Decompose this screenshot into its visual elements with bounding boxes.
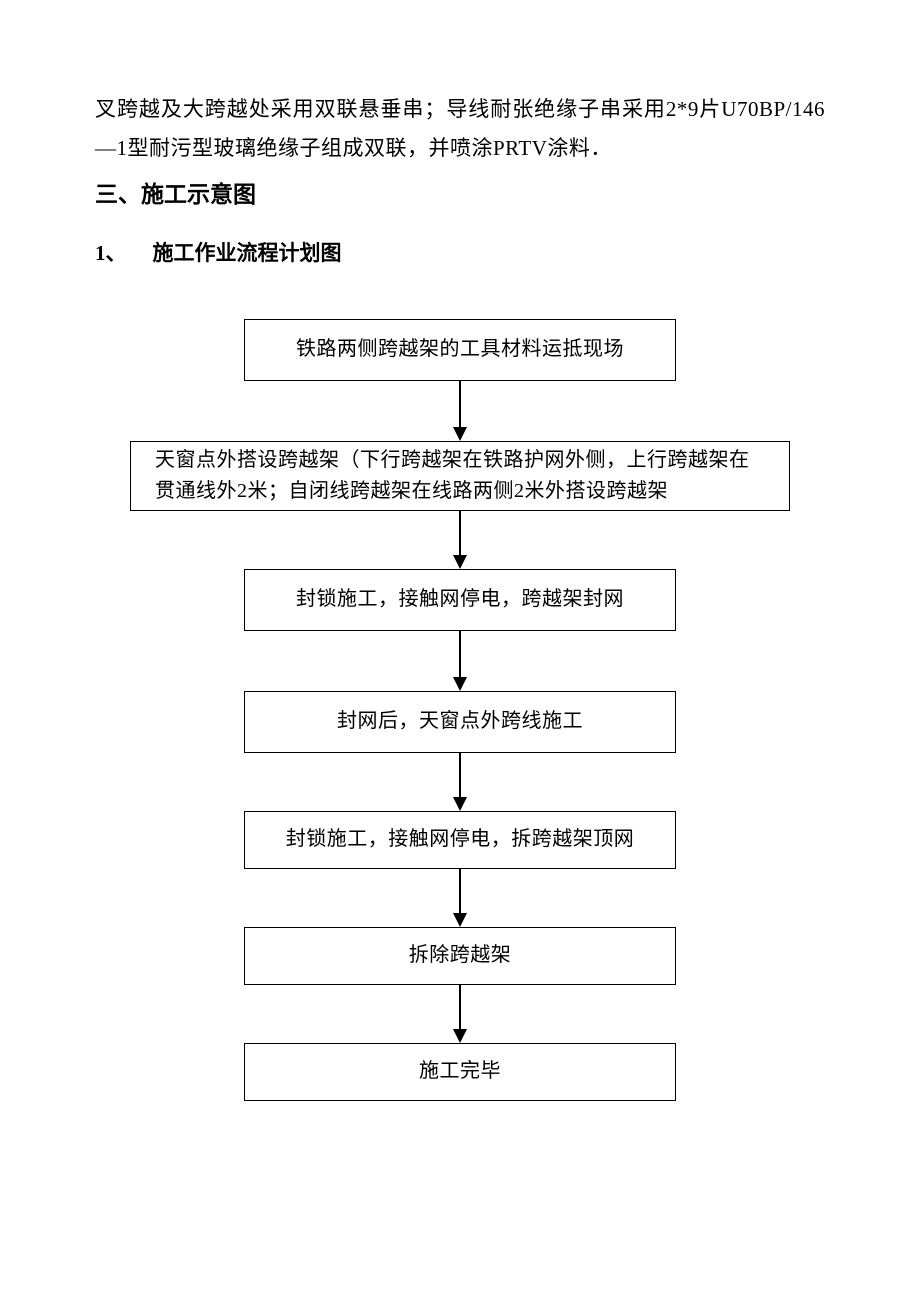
subsection-title: 施工作业流程计划图: [153, 241, 342, 265]
arrow-down-icon: [453, 913, 467, 927]
flow-arrow-6: [453, 985, 467, 1043]
flowchart: 铁路两侧跨越架的工具材料运抵现场 天窗点外搭设跨越架（下行跨越架在铁路护网外侧，…: [95, 319, 825, 1101]
flow-node-7-label: 施工完毕: [261, 1056, 659, 1087]
subsection-heading: 1、 施工作业流程计划图: [95, 235, 825, 273]
flow-arrow-1: [453, 381, 467, 441]
flow-node-6-label: 拆除跨越架: [261, 940, 659, 971]
arrow-down-icon: [453, 555, 467, 569]
flow-node-1-label: 铁路两侧跨越架的工具材料运抵现场: [261, 334, 659, 365]
arrow-line-icon: [459, 869, 461, 913]
arrow-line-icon: [459, 985, 461, 1029]
arrow-line-icon: [459, 753, 461, 797]
flow-node-4: 封网后，天窗点外跨线施工: [244, 691, 676, 753]
arrow-down-icon: [453, 677, 467, 691]
flow-node-2: 天窗点外搭设跨越架（下行跨越架在铁路护网外侧，上行跨越架在贯通线外2米；自闭线跨…: [130, 441, 790, 511]
flow-node-3-label: 封锁施工，接触网停电，跨越架封网: [261, 584, 659, 615]
flow-node-5: 封锁施工，接触网停电，拆跨越架顶网: [244, 811, 676, 869]
arrow-line-icon: [459, 381, 461, 427]
arrow-line-icon: [459, 511, 461, 555]
subsection-number: 1、: [95, 235, 127, 273]
flow-arrow-5: [453, 869, 467, 927]
arrow-down-icon: [453, 1029, 467, 1043]
flow-node-5-label: 封锁施工，接触网停电，拆跨越架顶网: [261, 824, 659, 855]
arrow-down-icon: [453, 427, 467, 441]
intro-paragraph: 叉跨越及大跨越处采用双联悬垂串；导线耐张绝缘子串采用2*9片U70BP/146—…: [95, 90, 825, 168]
section-heading: 三、施工示意图: [95, 174, 825, 215]
flow-arrow-2: [453, 511, 467, 569]
flow-node-4-label: 封网后，天窗点外跨线施工: [261, 706, 659, 737]
flow-node-3: 封锁施工，接触网停电，跨越架封网: [244, 569, 676, 631]
flow-arrow-3: [453, 631, 467, 691]
flow-arrow-4: [453, 753, 467, 811]
arrow-line-icon: [459, 631, 461, 677]
flow-node-2-label: 天窗点外搭设跨越架（下行跨越架在铁路护网外侧，上行跨越架在贯通线外2米；自闭线跨…: [155, 445, 765, 507]
flow-node-7: 施工完毕: [244, 1043, 676, 1101]
flow-node-6: 拆除跨越架: [244, 927, 676, 985]
flow-node-1: 铁路两侧跨越架的工具材料运抵现场: [244, 319, 676, 381]
arrow-down-icon: [453, 797, 467, 811]
